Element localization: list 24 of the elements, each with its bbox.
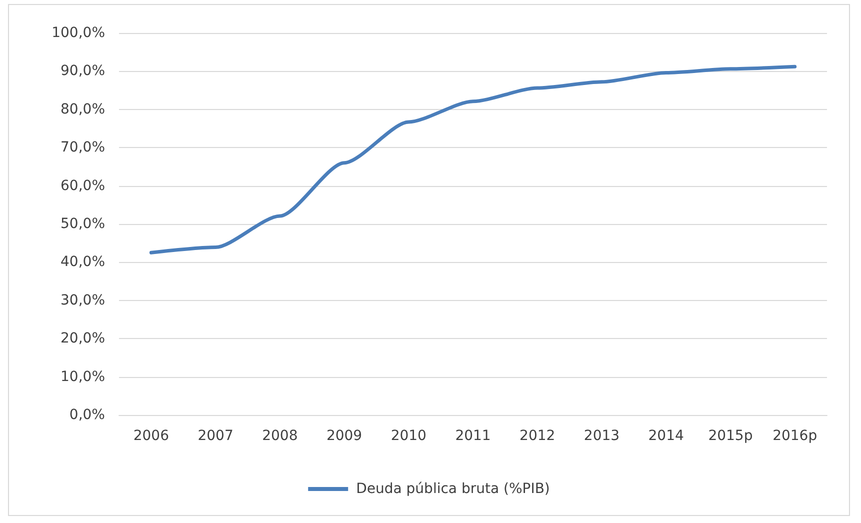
x-tick-label: 2009 bbox=[326, 428, 362, 444]
line-series bbox=[149, 64, 797, 254]
x-tick-label: 2012 bbox=[520, 428, 556, 444]
x-tick-label: 2015p bbox=[708, 428, 753, 444]
y-tick-label: 40,0% bbox=[60, 254, 105, 270]
x-tick-label: 2010 bbox=[390, 428, 426, 444]
x-tick-label: 2007 bbox=[198, 428, 234, 444]
y-tick-label: 80,0% bbox=[60, 101, 105, 118]
y-tick-label: 70,0% bbox=[60, 140, 105, 156]
x-tick-label: 2014 bbox=[648, 428, 684, 444]
x-tick-label: 2008 bbox=[262, 428, 298, 444]
x-tick-label: 2016p bbox=[772, 428, 818, 444]
y-tick-label: 50,0% bbox=[60, 216, 105, 232]
y-tick-label: 30,0% bbox=[60, 292, 105, 308]
y-tick-label: 20,0% bbox=[60, 330, 105, 347]
legend-label: Deuda pública bruta (%PIB) bbox=[356, 481, 550, 497]
x-tick-label: 2006 bbox=[133, 428, 170, 444]
y-tick-label: 90,0% bbox=[60, 63, 105, 80]
y-tick-label: 60,0% bbox=[60, 178, 105, 194]
y-tick-label: 0,0% bbox=[69, 407, 105, 423]
x-tick-label: 2011 bbox=[455, 428, 491, 444]
y-tick-label: 10,0% bbox=[60, 368, 105, 385]
x-tick-label: 2013 bbox=[584, 428, 620, 444]
y-tick-label: 100,0% bbox=[52, 25, 105, 41]
